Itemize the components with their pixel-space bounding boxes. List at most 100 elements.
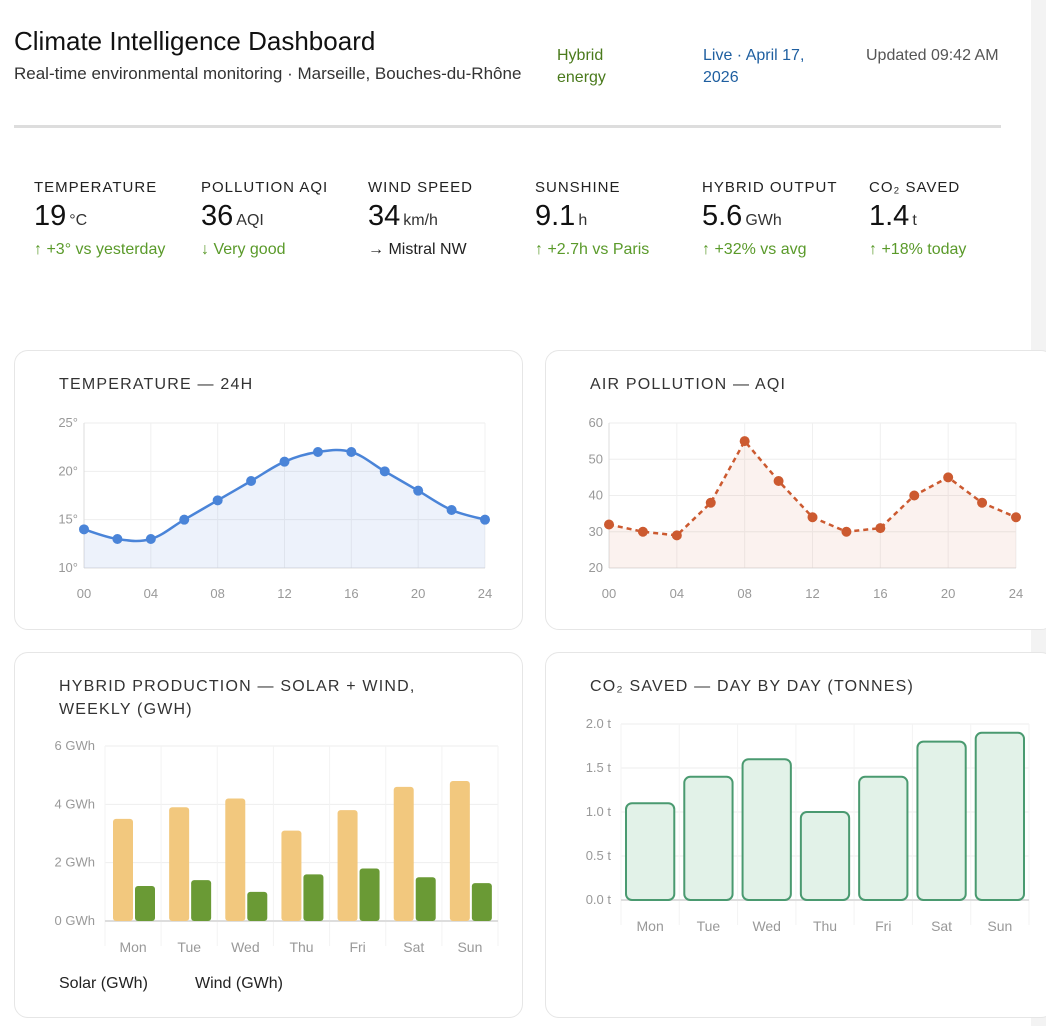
x-tick-label: 08 <box>210 586 224 601</box>
stat-value: 36 AQI <box>201 198 351 239</box>
x-tick-label: 16 <box>873 586 887 601</box>
stat-value: 5.6 GWh <box>702 198 852 239</box>
wind-bar <box>415 877 436 921</box>
stat-number: 9.1 <box>535 200 576 232</box>
data-point <box>807 512 818 523</box>
y-tick-label: 2 GWh <box>55 855 95 870</box>
stat-delta: ↓ Very good <box>201 241 286 258</box>
solar-bar <box>449 781 470 921</box>
stat-number: 1.4 <box>869 200 910 232</box>
stat-delta: ↑ +3° vs yesterday <box>34 241 166 258</box>
co2-bar <box>974 731 1026 901</box>
solar-bar <box>225 798 246 921</box>
data-point <box>875 523 886 534</box>
stat-4: HYBRID OUTPUT 5.6 GWh ↑ +32% vs avg <box>702 178 852 260</box>
data-point <box>671 530 682 541</box>
y-tick-label: 60 <box>589 415 603 430</box>
stat-number: 19 <box>34 200 67 232</box>
area-fill <box>609 441 1016 568</box>
temperature-card: TEMPERATURE — 24H 10° 15° 20° 25° 00 04 08 12 16… <box>14 350 523 630</box>
x-tick-label: Wed <box>752 918 781 934</box>
stat-label: SUNSHINE <box>535 179 621 196</box>
card-title: TEMPERATURE — 24H <box>59 376 254 393</box>
x-tick-label: 12 <box>277 586 291 601</box>
x-tick-label: 08 <box>737 586 751 601</box>
area-fill <box>84 449 485 568</box>
stat-value: 1.4 t <box>869 198 1019 239</box>
solar-bar <box>393 786 414 921</box>
x-tick-label: 12 <box>805 586 819 601</box>
hybrid-energy-badge: Hybrid energy <box>557 47 606 86</box>
data-point <box>1011 512 1021 523</box>
solar-bar <box>113 818 133 921</box>
x-tick-label: 04 <box>670 586 684 601</box>
y-tick-label: 0 GWh <box>55 913 95 928</box>
wind-bar <box>191 880 212 921</box>
data-point <box>246 476 257 486</box>
stat-label: WIND SPEED <box>368 179 474 196</box>
x-tick-label: Wed <box>231 939 260 955</box>
x-tick-label: 20 <box>411 586 425 601</box>
stat-0: TEMPERATURE 19 °C ↑ +3° vs yesterday <box>34 178 184 260</box>
stat-label: POLLUTION AQI <box>201 179 329 196</box>
data-point <box>446 505 457 515</box>
card-title: AIR POLLUTION — AQI <box>590 376 787 393</box>
data-point <box>841 526 852 537</box>
wind-bar <box>135 886 155 921</box>
y-tick-label: 15° <box>58 512 78 527</box>
x-tick-label: 00 <box>77 586 91 601</box>
page-title: Climate Intelligence Dashboard <box>14 26 376 56</box>
x-tick-label: Mon <box>119 939 146 955</box>
stat-2: WIND SPEED 34 km/h → Mistral NW <box>368 178 518 260</box>
stat-value: 19 °C <box>34 198 184 239</box>
x-tick-label: 00 <box>602 586 616 601</box>
y-tick-label: 20° <box>58 463 78 478</box>
y-tick-label: 30 <box>589 524 603 539</box>
pollution-chart: 20 30 40 50 60 00 04 08 12 16 20 24 <box>589 415 1024 601</box>
y-tick-label: 20 <box>589 560 603 575</box>
data-point <box>773 476 784 486</box>
co2-saved-chart: 0.0 t 0.5 t 1.0 t 1.5 t 2.0 t Mon Tue Wed Thu Fri… <box>586 716 1030 934</box>
stat-number: 5.6 <box>702 200 743 232</box>
x-tick-label: Sun <box>987 918 1012 934</box>
x-tick-label: Thu <box>289 939 313 955</box>
stat-unit: km/h <box>403 212 438 229</box>
data-point <box>145 534 156 544</box>
y-tick-label: 0.0 t <box>586 892 612 907</box>
x-tick-label: Tue <box>697 918 721 934</box>
x-tick-label: 24 <box>1009 586 1023 601</box>
temperature-chart: 10° 15° 20° 25° 00 04 08 12 16 20 24 <box>58 415 492 601</box>
data-point <box>413 485 424 496</box>
data-point <box>212 495 223 506</box>
co2-bar <box>858 775 909 901</box>
wind-bar <box>359 868 380 921</box>
stat-value: 34 km/h <box>368 198 518 239</box>
data-point <box>943 472 954 483</box>
y-tick-label: 0.5 t <box>586 848 612 863</box>
x-tick-label: Sat <box>403 939 424 955</box>
y-tick-label: 1.0 t <box>586 804 612 819</box>
stat-unit: h <box>578 212 588 229</box>
x-tick-label: Thu <box>813 918 837 934</box>
data-point <box>312 447 323 457</box>
stat-unit: t <box>912 212 917 229</box>
data-point <box>637 526 648 537</box>
stat-number: 36 <box>201 200 234 232</box>
y-tick-label: 2.0 t <box>586 716 612 731</box>
co2-bar <box>625 802 676 901</box>
stat-delta: ↑ +32% vs avg <box>702 241 807 258</box>
x-tick-label: Fri <box>875 918 891 934</box>
solar-bar <box>337 810 358 921</box>
legend-wind[interactable]: Wind (GWh) <box>195 975 283 992</box>
co2-bar <box>916 740 967 901</box>
y-tick-label: 4 GWh <box>55 796 95 811</box>
data-point <box>705 497 716 508</box>
y-tick-label: 6 GWh <box>55 738 95 753</box>
data-point <box>604 519 614 530</box>
stat-unit: AQI <box>236 212 264 229</box>
data-point <box>480 514 490 525</box>
legend-solar[interactable]: Solar (GWh) <box>59 975 148 992</box>
data-point <box>346 447 357 457</box>
stat-1: POLLUTION AQI 36 AQI ↓ Very good <box>201 178 351 260</box>
x-tick-label: Mon <box>637 918 664 934</box>
